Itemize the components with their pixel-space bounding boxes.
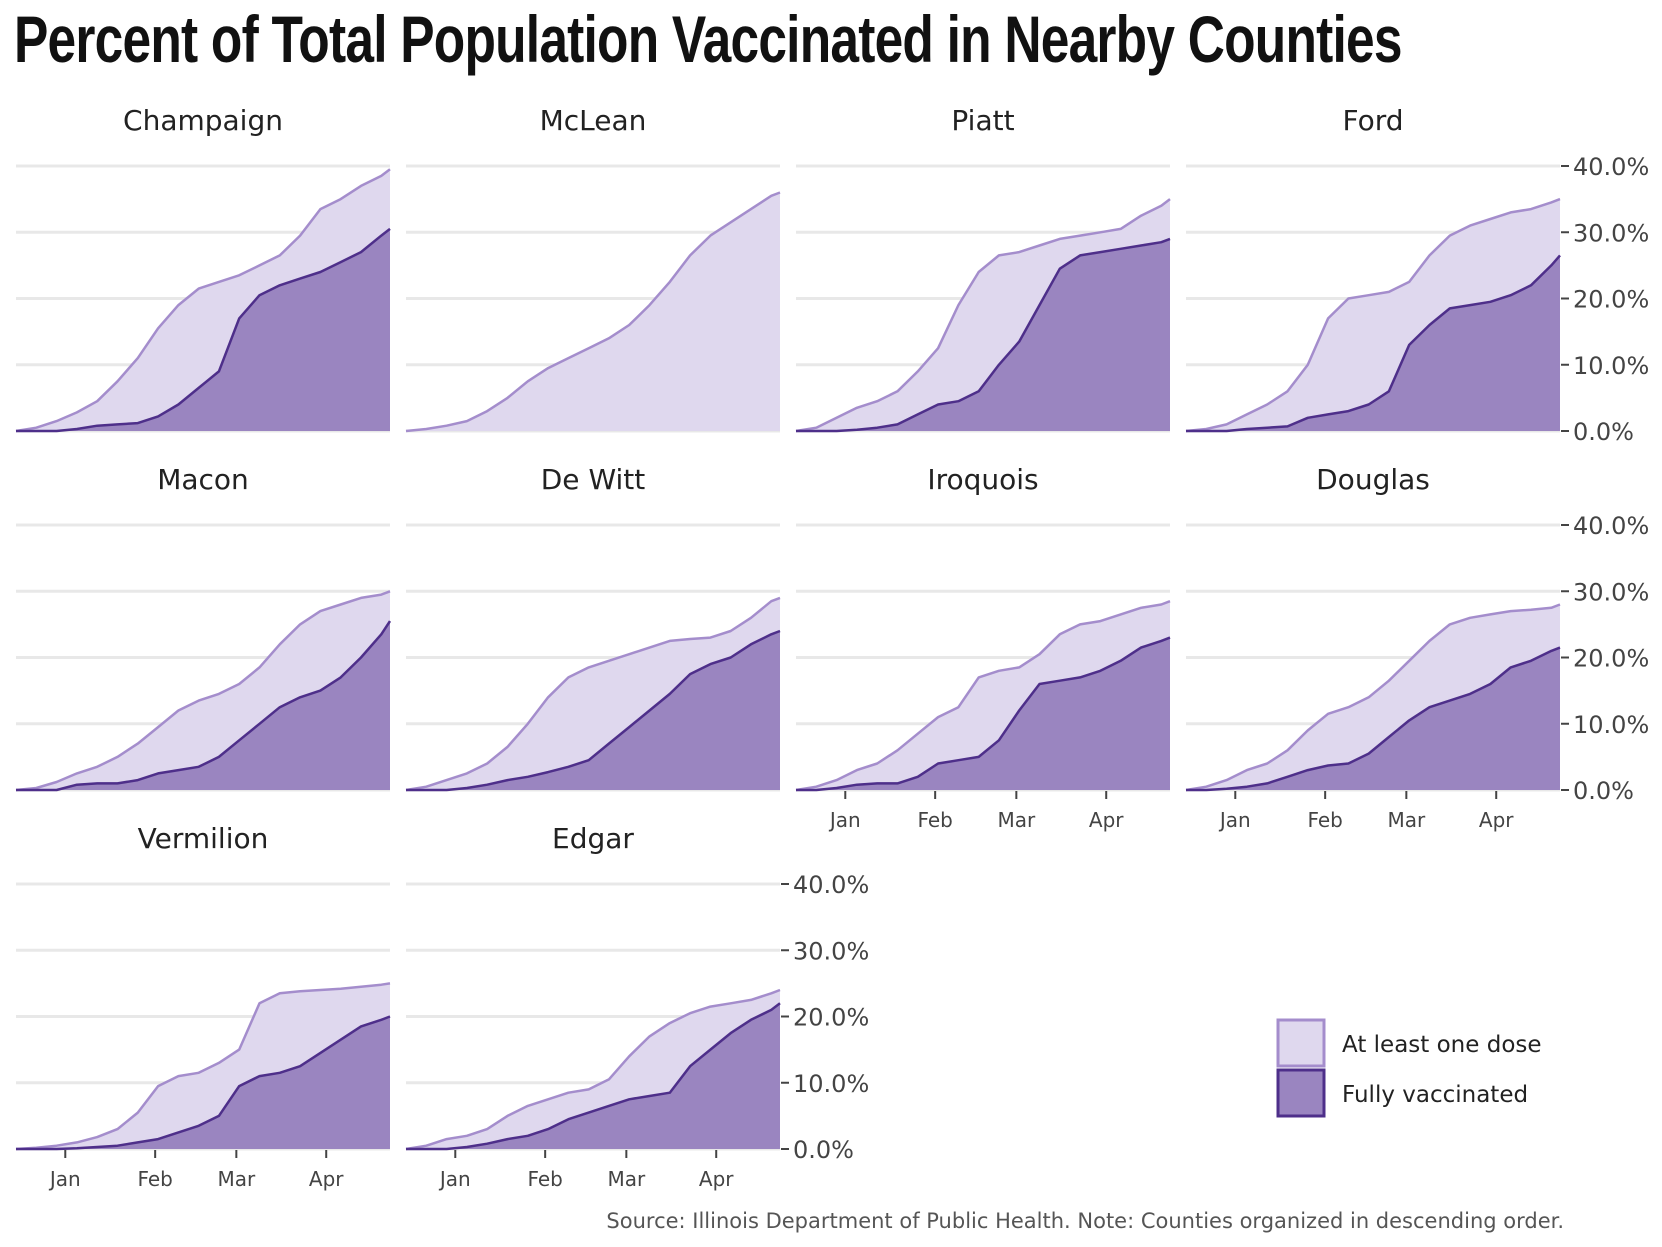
legend-swatch-fully-vaccinated [1276, 1068, 1326, 1118]
x-tick-label: Feb [1307, 808, 1342, 832]
area-fully-vaccinated-douglas [1186, 647, 1560, 790]
area-fully-vaccinated-edgar [406, 1003, 780, 1149]
y-tick-label: 30.0% [793, 937, 869, 965]
line-at-least-one-dose-piatt [795, 198, 1171, 433]
area-fully-vaccinated-iroquois [796, 637, 1170, 790]
facet-label-macon: Macon [157, 463, 249, 496]
x-tick-label: Mar [217, 1167, 256, 1191]
x-tick-label: Jan [438, 1167, 471, 1191]
line-at-least-one-dose-ford [1185, 197, 1561, 433]
x-tick-label: Mar [1387, 808, 1426, 832]
line-at-least-one-dose-champaign [15, 168, 391, 433]
area-fully-vaccinated-champaign [16, 228, 390, 431]
facet-label-douglas: Douglas [1316, 463, 1430, 496]
y-tick-label: 30.0% [1573, 578, 1649, 606]
facet-label-iroquois: Iroquois [927, 463, 1038, 496]
x-tick-label: Mar [607, 1167, 646, 1191]
y-tick-label: 10.0% [1573, 711, 1649, 739]
y-tick-label: 10.0% [1573, 352, 1649, 380]
line-fully-vaccinated-iroquois [796, 636, 1171, 792]
x-tick-label: Apr [1089, 808, 1124, 832]
area-fully-vaccinated-piatt [796, 238, 1170, 431]
facet-label-edgar: Edgar [552, 822, 634, 855]
line-at-least-one-dose-vermilion [15, 982, 391, 1151]
legend-label-at-least-one-dose: At least one dose [1342, 1032, 1542, 1058]
y-tick-label: 40.0% [793, 871, 869, 899]
line-fully-vaccinated-douglas [1186, 646, 1561, 792]
y-tick-label: 0.0% [1573, 777, 1634, 805]
x-tick-label: Feb [917, 808, 952, 832]
y-tick-label: 40.0% [1573, 512, 1649, 540]
y-tick-label: 20.0% [793, 1004, 869, 1032]
facet-label-de-witt: De Witt [541, 463, 646, 496]
x-tick-label: Jan [828, 808, 861, 832]
facet-label-champaign: Champaign [123, 104, 283, 137]
x-tick-label: Apr [1479, 808, 1514, 832]
line-at-least-one-dose-douglas [1185, 603, 1561, 792]
line-fully-vaccinated-piatt [796, 237, 1171, 433]
x-tick-label: Apr [699, 1167, 734, 1191]
chart-title: Percent of Total Population Vaccinated i… [14, 2, 1402, 76]
line-fully-vaccinated-vermilion [16, 1015, 391, 1151]
line-at-least-one-dose-iroquois [795, 600, 1171, 792]
y-tick-label: 20.0% [1573, 286, 1649, 314]
y-tick-label: 20.0% [1573, 645, 1649, 673]
area-at-least-one-dose-mclean [406, 192, 780, 431]
area-fully-vaccinated-ford [1186, 255, 1560, 431]
x-tick-label: Jan [1218, 808, 1251, 832]
chart-source-note: Source: Illinois Department of Public He… [606, 1209, 1564, 1233]
legend-label-fully-vaccinated: Fully vaccinated [1342, 1082, 1528, 1108]
y-tick-label: 0.0% [1573, 418, 1634, 446]
y-tick-label: 40.0% [1573, 153, 1649, 181]
y-tick-label: 30.0% [1573, 219, 1649, 247]
x-tick-label: Mar [997, 808, 1036, 832]
area-fully-vaccinated-de-witt [406, 631, 780, 790]
line-at-least-one-dose-mclean [405, 191, 781, 433]
facet-label-vermilion: Vermilion [138, 822, 269, 855]
x-tick-label: Feb [137, 1167, 172, 1191]
line-at-least-one-dose-macon [15, 590, 391, 792]
line-at-least-one-dose-de-witt [405, 596, 781, 792]
x-tick-label: Feb [527, 1167, 562, 1191]
line-fully-vaccinated-ford [1186, 254, 1561, 433]
x-tick-label: Apr [309, 1167, 344, 1191]
line-fully-vaccinated-edgar [406, 1002, 781, 1151]
facet-label-mclean: McLean [540, 104, 647, 137]
line-at-least-one-dose-edgar [405, 988, 781, 1151]
legend-swatch-at-least-one-dose [1276, 1018, 1326, 1068]
line-fully-vaccinated-de-witt [406, 629, 781, 792]
facet-label-ford: Ford [1342, 104, 1403, 137]
line-fully-vaccinated-champaign [16, 227, 391, 433]
x-tick-label: Jan [48, 1167, 81, 1191]
area-fully-vaccinated-vermilion [16, 1016, 390, 1149]
line-fully-vaccinated-macon [16, 620, 392, 792]
area-fully-vaccinated-macon [16, 621, 390, 790]
facet-label-piatt: Piatt [951, 104, 1014, 137]
y-tick-label: 10.0% [793, 1070, 869, 1098]
y-tick-label: 0.0% [793, 1136, 854, 1164]
